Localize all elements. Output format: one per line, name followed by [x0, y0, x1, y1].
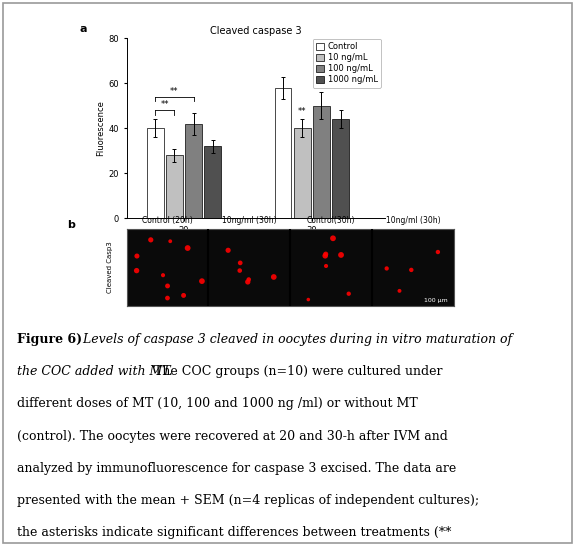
Bar	[275, 88, 292, 218]
Point	[434, 248, 443, 257]
Point	[269, 272, 278, 281]
Bar	[332, 120, 349, 218]
Point	[304, 295, 313, 304]
Point	[166, 237, 175, 246]
Point	[163, 282, 172, 290]
Text: Control(30h): Control(30h)	[307, 217, 355, 225]
Point	[382, 264, 391, 273]
Point	[183, 244, 192, 252]
Text: **: **	[160, 100, 169, 109]
Bar	[313, 106, 330, 218]
Point	[146, 235, 155, 244]
Title: Cleaved caspase 3: Cleaved caspase 3	[210, 26, 302, 36]
Text: 10ng/ml (30h): 10ng/ml (30h)	[222, 217, 277, 225]
Point	[321, 251, 330, 260]
Point	[163, 294, 172, 302]
Bar	[147, 128, 164, 218]
Point	[243, 277, 252, 286]
Text: Levels of caspase 3 cleaved in oocytes during in vitro maturation of: Levels of caspase 3 cleaved in oocytes d…	[79, 333, 512, 346]
Text: Figure 6): Figure 6)	[17, 333, 82, 346]
Point	[344, 289, 353, 298]
Point	[244, 275, 254, 284]
Point	[395, 287, 404, 295]
Text: The COC groups (n=10) were cultured under: The COC groups (n=10) were cultured unde…	[150, 365, 442, 378]
Text: Cleaved Casp3: Cleaved Casp3	[108, 242, 113, 293]
Text: different doses of MT (10, 100 and 1000 ng /ml) or without MT: different doses of MT (10, 100 and 1000 …	[17, 397, 418, 411]
Point	[197, 277, 206, 286]
Text: **: **	[170, 87, 179, 96]
Point	[328, 234, 338, 242]
Point	[132, 266, 141, 275]
Y-axis label: Fluorescence: Fluorescence	[97, 100, 105, 156]
Point	[179, 291, 188, 300]
Point	[321, 250, 331, 258]
Text: analyzed by immunofluorescence for caspase 3 excised. The data are: analyzed by immunofluorescence for caspa…	[17, 462, 457, 474]
Point	[321, 262, 331, 270]
Bar	[204, 146, 221, 218]
Bar	[166, 156, 183, 218]
Text: 10ng/ml (30h): 10ng/ml (30h)	[386, 217, 440, 225]
Bar	[185, 124, 202, 218]
Text: 100 μm: 100 μm	[424, 298, 448, 302]
Point	[336, 251, 346, 259]
Point	[224, 246, 233, 254]
Legend: Control, 10 ng/mL, 100 ng/mL, 1000 ng/mL: Control, 10 ng/mL, 100 ng/mL, 1000 ng/mL	[313, 39, 381, 88]
Text: the asterisks indicate significant differences between treatments (**: the asterisks indicate significant diffe…	[17, 526, 451, 539]
Text: **: **	[298, 107, 306, 116]
Text: presented with the mean + SEM (n=4 replicas of independent cultures);: presented with the mean + SEM (n=4 repli…	[17, 494, 480, 507]
Point	[132, 252, 141, 260]
Text: a: a	[80, 24, 87, 34]
Point	[235, 266, 244, 275]
X-axis label: Time (h): Time (h)	[239, 238, 273, 247]
Text: b: b	[67, 220, 75, 230]
Text: (control). The oocytes were recovered at 20 and 30-h after IVM and: (control). The oocytes were recovered at…	[17, 430, 448, 443]
Bar	[294, 128, 310, 218]
Point	[159, 271, 168, 280]
Point	[236, 258, 245, 267]
Text: Control (20h): Control (20h)	[142, 217, 193, 225]
Text: the COC added with MT.: the COC added with MT.	[17, 365, 173, 378]
Point	[407, 265, 416, 274]
